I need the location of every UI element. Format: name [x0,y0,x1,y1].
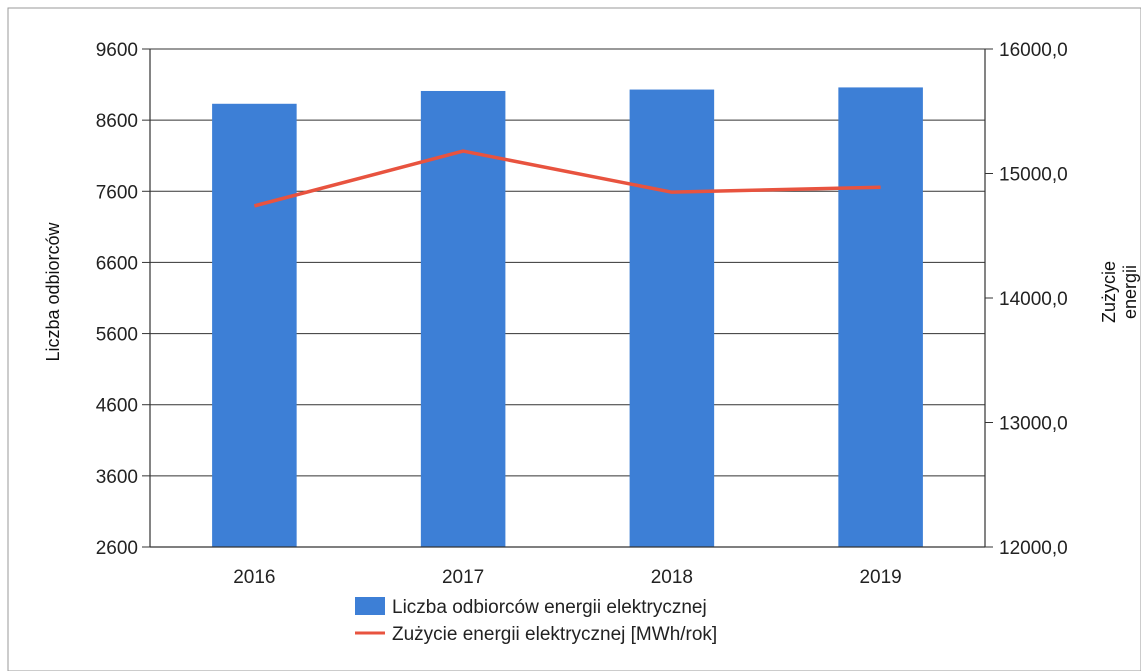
y-tick-label-right: 12000,0 [999,538,1068,559]
legend-bar-label: Liczba odbiorców energii elektrycznej [392,597,707,618]
bar [838,87,923,547]
bar [420,90,506,547]
tick-labels: 9600 8600 7600 6600 5600 4600 3600 2600 16000,0 1… [96,40,1068,588]
line-series-path [253,149,881,208]
bar [629,89,715,548]
y-tick-label-left: 7600 [96,182,138,203]
y-tick-label-right: 16000,0 [999,40,1068,61]
chart-border [7,7,1141,671]
axes [142,48,993,548]
y-axis-title-right: Zużycie energii elektrycznej [1099,261,1140,323]
x-tick-label: 2019 [859,567,901,588]
y-tick-label-left: 8600 [96,111,138,132]
y-tick-label-left: 5600 [96,325,138,346]
y-tick-label-right: 13000,0 [999,414,1068,435]
legend-line-label: Zużycie energii elektrycznej [MWh/rok] [392,624,717,645]
legend-bar-swatch [355,597,385,615]
y-axis-title-left: Liczba odbiorców [43,221,63,361]
y-tick-label-left: 3600 [96,467,138,488]
y-tick-label-left: 9600 [96,40,138,61]
y-tick-label-right: 14000,0 [999,289,1068,310]
x-tick-label: 2018 [651,567,693,588]
bar-series [212,87,923,548]
y-tick-label-left: 4600 [96,396,138,417]
y-tick-label-left: 6600 [96,253,138,274]
y-tick-label-right: 15000,0 [999,165,1068,186]
x-tick-label: 2016 [233,567,275,588]
bar [212,103,297,547]
y-axis-title-right-line-2: energii [1120,265,1140,319]
legend: Liczba odbiorców energii elektrycznej Zu… [355,597,717,645]
y-axis-title-right-line-1: Zużycie [1099,261,1119,323]
line-series [253,149,881,208]
y-tick-label-left: 2600 [96,538,138,559]
x-tick-label: 2017 [442,567,484,588]
